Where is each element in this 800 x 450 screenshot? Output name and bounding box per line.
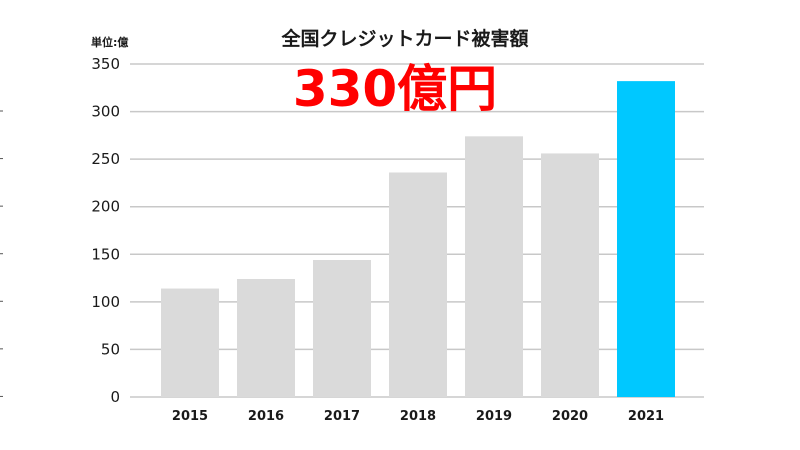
x-tick-label: 2018 — [400, 409, 436, 424]
y-tick-label: 250 — [91, 150, 120, 168]
y-tick-label: 100 — [91, 293, 120, 311]
y-tick-labels: 0 50 100 150 200 250 300 350 — [91, 55, 120, 406]
bar-2021 — [617, 81, 675, 397]
x-tick-labels: 2015 2016 2017 2018 2019 2020 2021 — [172, 409, 664, 424]
bar-2018 — [389, 172, 447, 397]
bars — [161, 81, 675, 397]
chart-title: 全国クレジットカード被害額 — [280, 27, 528, 50]
unit-label: 単位:億 — [91, 35, 128, 49]
y-tick-label: 150 — [91, 245, 120, 263]
bar-2016 — [237, 279, 295, 397]
y-tick-label: 350 — [91, 55, 120, 73]
y-tick-label: 200 — [91, 198, 120, 216]
y-tick-label: 0 — [110, 388, 120, 406]
bar-2019 — [465, 136, 523, 397]
x-tick-label: 2020 — [552, 409, 588, 424]
x-tick-label: 2021 — [628, 409, 664, 424]
x-tick-label: 2015 — [172, 409, 208, 424]
y-tick-label: 50 — [101, 340, 120, 358]
x-tick-label: 2019 — [476, 409, 512, 424]
bar-2015 — [161, 288, 219, 397]
x-tick-label: 2016 — [248, 409, 284, 424]
left-edge-marks — [0, 110, 3, 397]
highlight-value: 330億円 — [293, 60, 497, 118]
y-tick-label: 300 — [91, 103, 120, 121]
x-tick-label: 2017 — [324, 409, 360, 424]
bar-2020 — [541, 153, 599, 397]
bar-2017 — [313, 259, 371, 397]
